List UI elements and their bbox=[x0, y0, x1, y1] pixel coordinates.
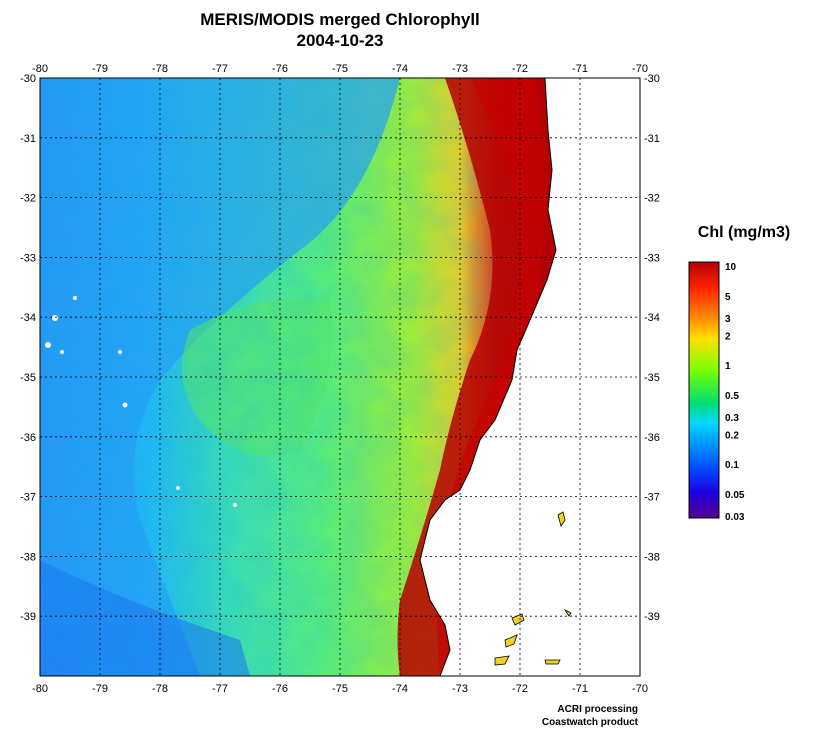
axis-ticks: -80 -80 -79 -79 -78 -78 -77 -77 -76 -76 -75 -75 -74 -… bbox=[20, 63, 660, 695]
lon-tick-top: -70 bbox=[632, 63, 648, 75]
colorbar-scale bbox=[688, 261, 720, 519]
lon-tick-top: -80 bbox=[32, 63, 48, 75]
lat-tick-left: -32 bbox=[20, 193, 36, 205]
graticule bbox=[40, 78, 640, 676]
colorbar-tick: 0.5 bbox=[725, 391, 739, 402]
colorbar-tick: 0.1 bbox=[725, 460, 739, 471]
lat-tick-right: -30 bbox=[644, 73, 660, 85]
colorbar-tick: 1 bbox=[725, 361, 731, 372]
lat-tick-left: -39 bbox=[20, 611, 36, 623]
lon-tick-bottom: -70 bbox=[632, 683, 648, 695]
lat-tick-right: -38 bbox=[644, 551, 660, 563]
colorbar-title: Chl (mg/m3) bbox=[698, 224, 790, 241]
lat-tick-right: -32 bbox=[644, 193, 660, 205]
lon-tick-top: -72 bbox=[512, 63, 528, 75]
lon-tick-top: -71 bbox=[572, 63, 588, 75]
lat-tick-right: -36 bbox=[644, 432, 660, 444]
colorbar-tick: 5 bbox=[725, 292, 731, 303]
lon-tick-top: -76 bbox=[272, 63, 288, 75]
lon-tick-top: -78 bbox=[152, 63, 168, 75]
lat-tick-right: -39 bbox=[644, 611, 660, 623]
lon-tick-top: -73 bbox=[452, 63, 468, 75]
lat-tick-left: -35 bbox=[20, 372, 36, 384]
colorbar-tick: 3 bbox=[725, 314, 731, 325]
lat-tick-right: -37 bbox=[644, 492, 660, 504]
lat-tick-left: -37 bbox=[20, 492, 36, 504]
colorbar-tick: 10 bbox=[725, 262, 737, 273]
colorbar-tick: 2 bbox=[725, 331, 731, 342]
lon-tick-bottom: -75 bbox=[332, 683, 348, 695]
lon-tick-top: -74 bbox=[392, 63, 408, 75]
map-title: MERIS/MODIS merged Chlorophyll bbox=[200, 10, 480, 29]
colorbar-tick: 0.2 bbox=[725, 430, 739, 441]
lon-tick-bottom: -76 bbox=[272, 683, 288, 695]
lat-tick-left: -38 bbox=[20, 551, 36, 563]
credit-line1: ACRI processing bbox=[557, 704, 638, 715]
lon-tick-bottom: -71 bbox=[572, 683, 588, 695]
credit-line2: Coastwatch product bbox=[541, 717, 638, 728]
lon-tick-bottom: -73 bbox=[452, 683, 468, 695]
coastline bbox=[419, 78, 557, 676]
lon-tick-top: -75 bbox=[332, 63, 348, 75]
lat-tick-left: -30 bbox=[20, 73, 36, 85]
lat-tick-left: -34 bbox=[20, 312, 36, 324]
lat-tick-left: -31 bbox=[20, 133, 36, 145]
islands bbox=[494, 511, 572, 666]
lat-tick-left: -33 bbox=[20, 252, 36, 264]
lat-tick-left: -36 bbox=[20, 432, 36, 444]
lon-tick-bottom: -72 bbox=[512, 683, 528, 695]
colorbar-tick: 0.3 bbox=[725, 413, 739, 424]
lon-tick-bottom: -79 bbox=[92, 683, 108, 695]
colorbar-ticks: 10 5 3 2 1 0.5 0.3 0.2 0.1 0.05 0.03 bbox=[725, 262, 745, 523]
lon-tick-bottom: -80 bbox=[32, 683, 48, 695]
lon-tick-top: -79 bbox=[92, 63, 108, 75]
colorbar-tick: 0.05 bbox=[725, 490, 745, 501]
lat-tick-right: -31 bbox=[644, 133, 660, 145]
lat-tick-right: -35 bbox=[644, 372, 660, 384]
colorbar-tick: 0.03 bbox=[725, 512, 745, 523]
lon-tick-top: -77 bbox=[212, 63, 228, 75]
lon-tick-bottom: -74 bbox=[392, 683, 408, 695]
lon-tick-bottom: -77 bbox=[212, 683, 228, 695]
cloud-gaps bbox=[45, 296, 237, 507]
lon-tick-bottom: -78 bbox=[152, 683, 168, 695]
lat-tick-right: -34 bbox=[644, 312, 660, 324]
map-date: 2004-10-23 bbox=[296, 31, 384, 50]
lat-tick-right: -33 bbox=[644, 252, 660, 264]
